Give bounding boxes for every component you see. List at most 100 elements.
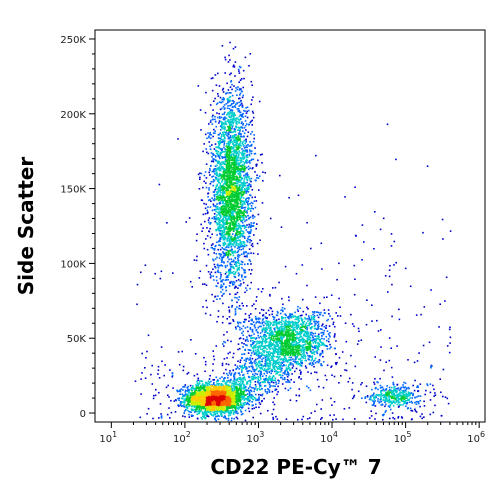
event-point: [238, 88, 241, 91]
event-point: [197, 388, 200, 390]
event-point: [250, 281, 252, 284]
event-point: [199, 270, 202, 273]
event-point: [235, 286, 237, 288]
event-point: [224, 171, 227, 174]
event-point: [232, 166, 234, 169]
event-point: [221, 401, 224, 403]
event-point: [186, 406, 188, 409]
event-point: [246, 186, 248, 189]
event-point: [193, 394, 196, 396]
event-point: [224, 154, 227, 156]
event-point: [248, 225, 251, 228]
event-point: [233, 275, 236, 278]
event-point: [229, 159, 232, 161]
event-point: [222, 202, 224, 204]
event-point: [232, 115, 235, 118]
event-point: [238, 173, 240, 176]
event-point: [225, 218, 228, 220]
event-point: [240, 393, 242, 395]
event-point: [223, 108, 226, 110]
event-point: [207, 411, 210, 413]
event-point: [193, 409, 196, 411]
event-point: [222, 87, 225, 90]
event-point: [196, 399, 198, 401]
event-point: [217, 155, 219, 157]
event-point: [236, 269, 238, 272]
event-point: [257, 213, 260, 216]
event-point: [249, 216, 252, 218]
event-point: [215, 385, 217, 388]
event-point: [241, 142, 244, 145]
event-point: [213, 194, 215, 196]
event-point: [245, 154, 248, 157]
event-point: [249, 121, 251, 124]
event-point: [244, 419, 247, 422]
event-point: [222, 192, 225, 194]
event-point: [194, 410, 197, 413]
event-point: [216, 164, 218, 167]
event-point: [226, 159, 228, 162]
event-point: [244, 220, 246, 223]
event-point: [217, 380, 220, 382]
event-point: [237, 404, 240, 406]
event-point: [193, 405, 195, 408]
event-point: [221, 288, 224, 291]
event-point: [252, 116, 255, 119]
event-point: [223, 405, 226, 408]
event-point: [218, 393, 220, 395]
event-point: [225, 123, 228, 125]
event-point: [199, 405, 201, 407]
event-point: [252, 96, 254, 98]
event-point: [203, 242, 205, 245]
event-point: [216, 208, 218, 210]
event-point: [239, 198, 241, 200]
event-point: [225, 271, 228, 273]
event-point: [244, 263, 246, 266]
event-point: [220, 177, 223, 179]
event-point: [236, 175, 238, 178]
event-point: [235, 154, 238, 156]
event-point: [237, 209, 239, 211]
event-point: [231, 88, 233, 91]
event-point: [242, 224, 244, 227]
event-point: [234, 246, 236, 248]
event-point: [235, 125, 237, 128]
event-point: [207, 196, 209, 198]
event-point: [225, 404, 227, 406]
event-point: [215, 146, 217, 148]
event-point: [228, 129, 231, 132]
event-point: [177, 404, 179, 407]
event-point: [234, 226, 237, 228]
event-point: [229, 172, 231, 174]
event-point: [228, 402, 231, 404]
event-point: [249, 210, 252, 212]
event-point: [236, 138, 239, 141]
event-point: [187, 403, 190, 406]
event-point: [230, 182, 233, 184]
event-point: [231, 178, 233, 181]
event-point: [240, 212, 242, 214]
event-point: [235, 123, 238, 125]
event-point: [225, 210, 228, 212]
event-point: [224, 223, 227, 225]
event-point: [242, 152, 244, 155]
event-point: [237, 206, 239, 208]
event-point: [221, 386, 223, 389]
event-point: [207, 399, 210, 401]
event-point: [234, 164, 237, 166]
event-point: [219, 210, 221, 213]
event-point: [246, 256, 248, 258]
event-point: [209, 121, 212, 123]
event-point: [222, 416, 225, 419]
event-point: [244, 215, 247, 217]
event-point: [231, 406, 233, 408]
event-point: [225, 206, 227, 208]
event-point: [226, 394, 229, 396]
event-point: [233, 137, 235, 139]
event-point: [230, 123, 233, 125]
event-point: [240, 192, 242, 195]
event-point: [218, 404, 221, 407]
event-point: [219, 129, 222, 131]
event-point: [227, 176, 229, 178]
event-point: [218, 257, 221, 259]
